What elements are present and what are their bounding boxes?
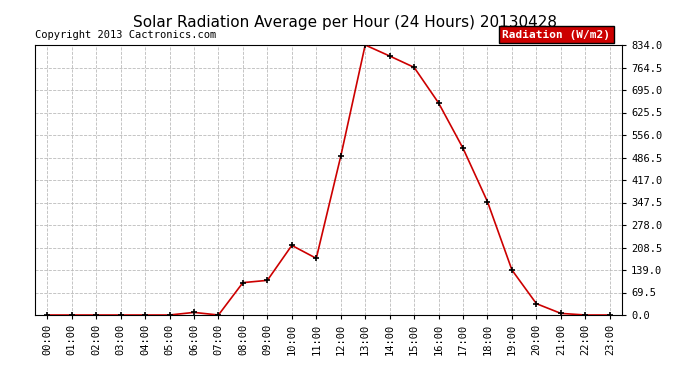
Text: Radiation (W/m2): Radiation (W/m2)	[502, 30, 610, 40]
Text: Solar Radiation Average per Hour (24 Hours) 20130428: Solar Radiation Average per Hour (24 Hou…	[133, 15, 557, 30]
Text: Copyright 2013 Cactronics.com: Copyright 2013 Cactronics.com	[35, 30, 216, 40]
